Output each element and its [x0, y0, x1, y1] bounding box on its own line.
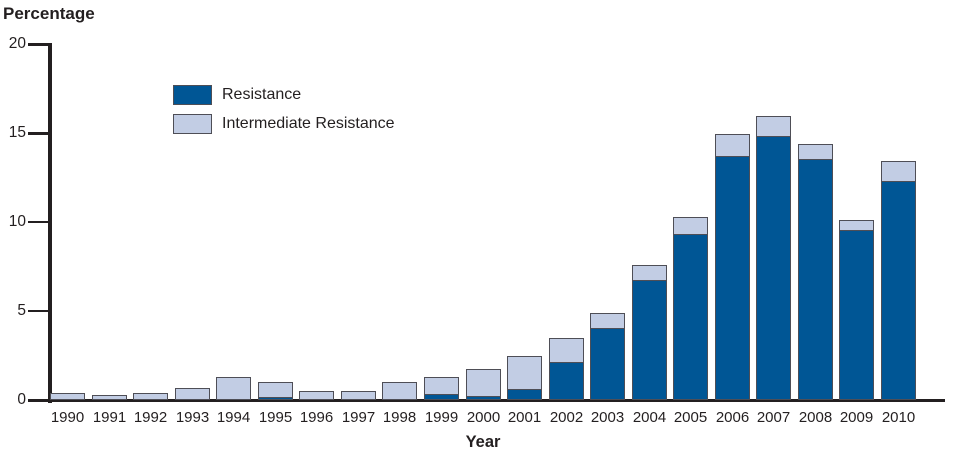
bar-2010-intermediate-resistance — [881, 160, 916, 182]
x-tick-label-2000: 2000 — [466, 409, 501, 426]
x-tick-label-1992: 1992 — [133, 409, 168, 426]
legend-label-resistance: Resistance — [222, 85, 302, 103]
bar-2002-resistance — [549, 361, 584, 400]
y-tick-label-0: 0 — [17, 391, 26, 408]
x-axis-baseline — [28, 398, 945, 402]
x-tick-label-1999: 1999 — [424, 409, 459, 426]
x-tick-label-1998: 1998 — [382, 409, 417, 426]
x-tick-label-1997: 1997 — [341, 409, 376, 426]
bar-1993-intermediate-resistance — [175, 388, 210, 400]
bar-2007-resistance — [756, 135, 791, 400]
bar-1997-intermediate-resistance — [341, 390, 376, 400]
x-tick-label-1994: 1994 — [216, 409, 251, 426]
x-tick-label-2002: 2002 — [549, 409, 584, 426]
legend-label-intermediate-resistance: Intermediate Resistance — [222, 114, 395, 132]
y-axis-title: Percentage — [3, 4, 95, 23]
bar-2006-intermediate-resistance — [715, 133, 750, 157]
legend-swatch-resistance — [173, 84, 212, 105]
bar-2001-resistance — [507, 388, 542, 400]
x-tick-label-2008: 2008 — [798, 409, 833, 426]
bar-1996-intermediate-resistance — [299, 391, 334, 400]
bar-1994-intermediate-resistance — [216, 377, 251, 400]
bar-2003-intermediate-resistance — [590, 312, 625, 329]
legend-row-1: Intermediate Resistance — [173, 113, 395, 134]
x-tick-label-1993: 1993 — [175, 409, 210, 426]
x-axis-title: Year — [465, 433, 501, 451]
bar-2005-resistance — [673, 233, 708, 400]
x-tick-label-2006: 2006 — [715, 409, 750, 426]
x-tick-label-1995: 1995 — [258, 409, 293, 426]
y-tick-label-10: 10 — [8, 213, 26, 231]
x-tick-label-2004: 2004 — [632, 409, 667, 426]
bar-2008-intermediate-resistance — [798, 143, 833, 160]
bar-2005-intermediate-resistance — [673, 216, 708, 235]
bar-2008-resistance — [798, 158, 833, 400]
y-tick-10 — [28, 220, 51, 224]
x-tick-label-2010: 2010 — [881, 409, 916, 426]
bar-2009-resistance — [839, 229, 874, 400]
y-tick-label-15: 15 — [8, 124, 26, 142]
y-tick-label-5: 5 — [17, 302, 26, 320]
bar-1990-intermediate-resistance — [50, 393, 85, 400]
bar-1991-intermediate-resistance — [92, 395, 127, 400]
bar-1995-intermediate-resistance — [258, 381, 293, 398]
bar-2003-resistance — [590, 327, 625, 400]
x-tick-label-2001: 2001 — [507, 409, 542, 426]
bar-1992-intermediate-resistance — [133, 393, 168, 400]
legend-swatch-intermediate-resistance — [173, 113, 212, 134]
legend-row-0: Resistance — [173, 84, 395, 105]
bar-2010-resistance — [881, 180, 916, 400]
bar-2006-resistance — [715, 155, 750, 400]
x-tick-label-2007: 2007 — [756, 409, 791, 426]
bar-2004-resistance — [632, 279, 667, 400]
bar-1998-intermediate-resistance — [382, 382, 417, 400]
x-tick-label-2005: 2005 — [673, 409, 708, 426]
y-tick-15 — [28, 132, 51, 135]
y-tick-20 — [28, 43, 51, 46]
bar-2001-intermediate-resistance — [507, 355, 542, 390]
x-tick-label-1996: 1996 — [299, 409, 334, 426]
bar-2000-intermediate-resistance — [466, 368, 501, 397]
x-tick-label-1990: 1990 — [50, 409, 85, 426]
x-tick-label-1991: 1991 — [92, 409, 127, 426]
y-tick-label-20: 20 — [8, 35, 26, 53]
y-tick-5 — [28, 309, 51, 313]
bar-1999-intermediate-resistance — [424, 376, 459, 395]
bar-2002-intermediate-resistance — [549, 337, 584, 363]
bar-2004-intermediate-resistance — [632, 264, 667, 281]
legend: Resistance Intermediate Resistance — [173, 84, 395, 142]
x-tick-label-2003: 2003 — [590, 409, 625, 426]
x-tick-label-2009: 2009 — [839, 409, 874, 426]
bar-2007-intermediate-resistance — [756, 115, 791, 137]
bar-2009-intermediate-resistance — [839, 219, 874, 231]
